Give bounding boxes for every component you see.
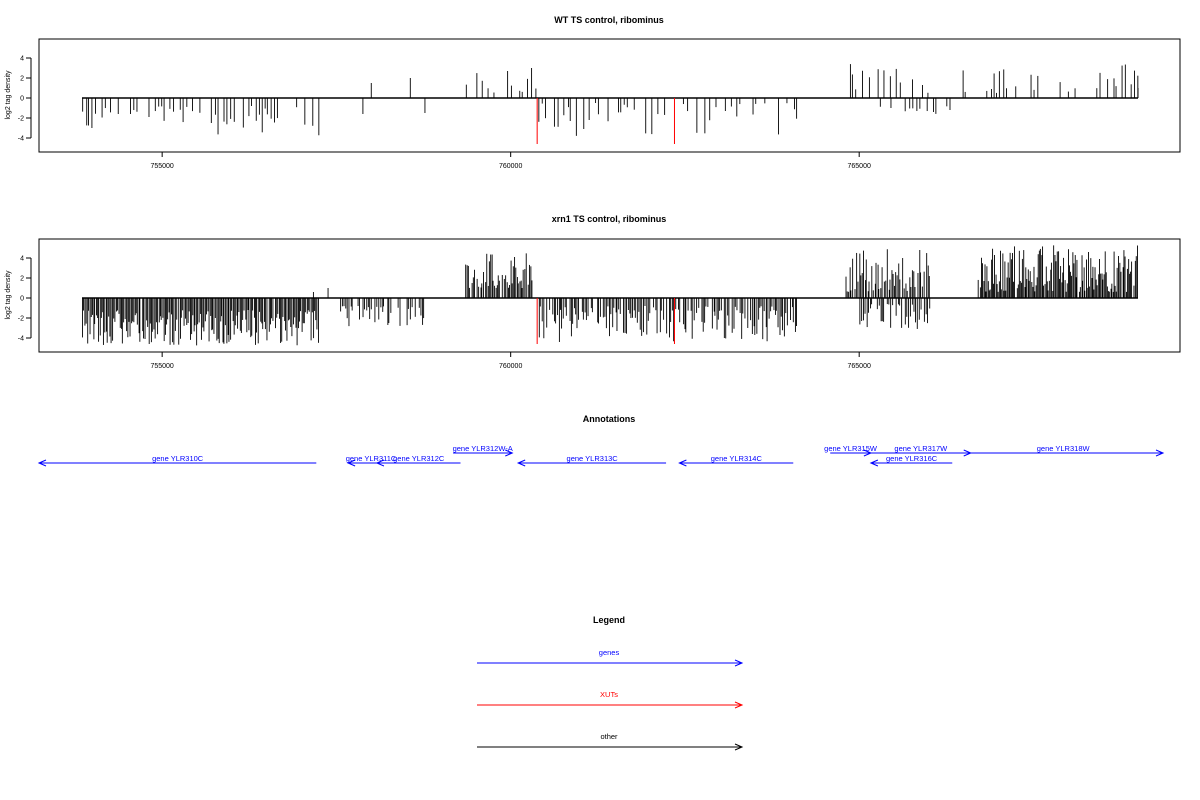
panel-title-xrn1: xrn1 TS control, ribominus — [552, 214, 667, 224]
gene-label: gene YLR314C — [711, 454, 763, 463]
plot-frame-xrn1 — [38, 238, 1181, 353]
gene-arrowhead — [346, 459, 356, 467]
gene-arrowhead — [678, 459, 687, 467]
gene-arrowhead — [37, 459, 47, 467]
y-tick-label: 0 — [20, 96, 24, 103]
x-tick-label: 760000 — [499, 363, 522, 370]
gene-label: gene YLR318W — [1037, 444, 1091, 453]
gene-label: gene YLR316C — [886, 454, 938, 463]
gene-annotation: gene YLR311C — [346, 454, 397, 467]
bars-wt — [82, 64, 1139, 144]
legend-item: genes — [477, 648, 744, 667]
plot-frame-wt — [38, 38, 1181, 153]
gene-label: gene YLR317W — [894, 444, 948, 453]
x-tick-label: 760000 — [499, 163, 522, 170]
x-axis-wt: 755000 760000 765000 — [150, 152, 871, 170]
y-tick-label: 0 — [20, 296, 24, 303]
gene-arrowhead — [869, 459, 879, 467]
y-axis-label-xrn1: log2 tag density — [5, 270, 12, 320]
x-tick-label: 765000 — [848, 363, 871, 370]
annotations-panel: Annotations gene YLR310C gene YLR311Cgene… — [37, 414, 1165, 467]
legend-arrowhead — [734, 701, 744, 709]
y-tick-label: -2 — [18, 316, 24, 323]
gene-arrowhead — [375, 459, 385, 467]
y-tick-label: 4 — [20, 256, 24, 263]
gene-arrowhead — [505, 449, 514, 457]
legend-panel: Legend genes XUTs other — [477, 615, 744, 751]
x-tick-label: 755000 — [150, 163, 173, 170]
gene-arrowhead — [1155, 449, 1165, 457]
legend-label: genes — [599, 648, 620, 657]
gene-annotation: gene YLR312C — [375, 454, 461, 467]
gene-label: gene YLR310C — [152, 454, 204, 463]
legend-item: other — [477, 732, 744, 751]
x-tick-label: 765000 — [848, 163, 871, 170]
gene-annotation: gene YLR318W — [963, 444, 1165, 457]
y-tick-label: -4 — [18, 336, 24, 343]
legend-arrowhead — [734, 659, 744, 667]
gene-label: gene YLR312W-A — [453, 444, 513, 453]
x-axis-xrn1: 755000 760000 765000 — [150, 352, 871, 370]
gene-annotation: gene YLR313C — [516, 454, 667, 467]
gene-label: gene YLR313C — [567, 454, 619, 463]
gene-annotation: gene YLR310C — [37, 454, 317, 467]
y-axis-label-wt: log2 tag density — [5, 70, 12, 120]
legend-item: XUTs — [477, 690, 744, 709]
gene-arrowhead — [516, 459, 526, 467]
legend-label: other — [600, 732, 618, 741]
y-tick-label: 2 — [20, 276, 24, 283]
annotations-title: Annotations — [583, 414, 636, 424]
gene-annotation: gene YLR316C — [869, 454, 953, 467]
y-tick-label: -2 — [18, 116, 24, 123]
y-tick-label: -4 — [18, 136, 24, 143]
panel-wt: WT TS control, ribominus log2 tag densit… — [5, 15, 1181, 170]
legend-arrowhead — [734, 743, 744, 751]
gene-label: gene YLR315W — [824, 444, 878, 453]
panel-title-wt: WT TS control, ribominus — [554, 15, 664, 25]
gene-label: gene YLR312C — [393, 454, 445, 463]
gene-annotation: gene YLR315W — [824, 444, 878, 457]
legend-items: genes XUTs other — [477, 648, 744, 751]
gene-annotation: gene YLR314C — [678, 454, 794, 467]
legend-title: Legend — [593, 615, 625, 625]
y-axis-wt: -4 -2 0 2 4 — [18, 56, 32, 143]
y-tick-label: 2 — [20, 76, 24, 83]
legend-label: XUTs — [600, 690, 618, 699]
y-tick-label: 4 — [20, 56, 24, 63]
bars-xrn1 — [81, 245, 1138, 346]
x-tick-label: 755000 — [150, 363, 173, 370]
y-axis-xrn1: -4 -2 0 2 4 — [18, 256, 32, 343]
gene-label: gene YLR311C — [346, 454, 397, 463]
panel-xrn1: xrn1 TS control, ribominus log2 tag dens… — [5, 214, 1181, 370]
gene-annotation: gene YLR312W-A — [453, 444, 514, 457]
